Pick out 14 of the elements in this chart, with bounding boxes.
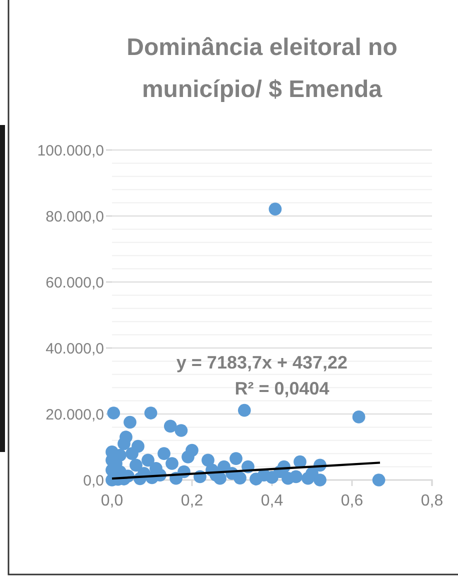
x-tick-label: 0,8 bbox=[420, 492, 444, 510]
y-tick-label: 0,0 bbox=[83, 472, 104, 490]
y-tick-label: 20.000,0 bbox=[46, 406, 104, 424]
annotation: R² = 0,0404 bbox=[234, 378, 330, 398]
x-tick-label: 0,0 bbox=[100, 492, 124, 510]
x-tick-label: 0,4 bbox=[260, 492, 284, 510]
y-tick-label: 40.000,0 bbox=[46, 340, 104, 358]
annotation: y = 7183,7x + 437,22 bbox=[176, 352, 348, 372]
chart-title: Dominância eleitoral no município/ $ Emenda bbox=[126, 34, 398, 103]
x-tick-label: 0,6 bbox=[340, 492, 364, 510]
y-tick-label: 80.000,0 bbox=[46, 208, 104, 226]
y-tick-label: 60.000,0 bbox=[46, 274, 104, 292]
y-tick-label: 100.000,0 bbox=[37, 142, 104, 160]
x-tick-label: 0,2 bbox=[180, 492, 204, 510]
